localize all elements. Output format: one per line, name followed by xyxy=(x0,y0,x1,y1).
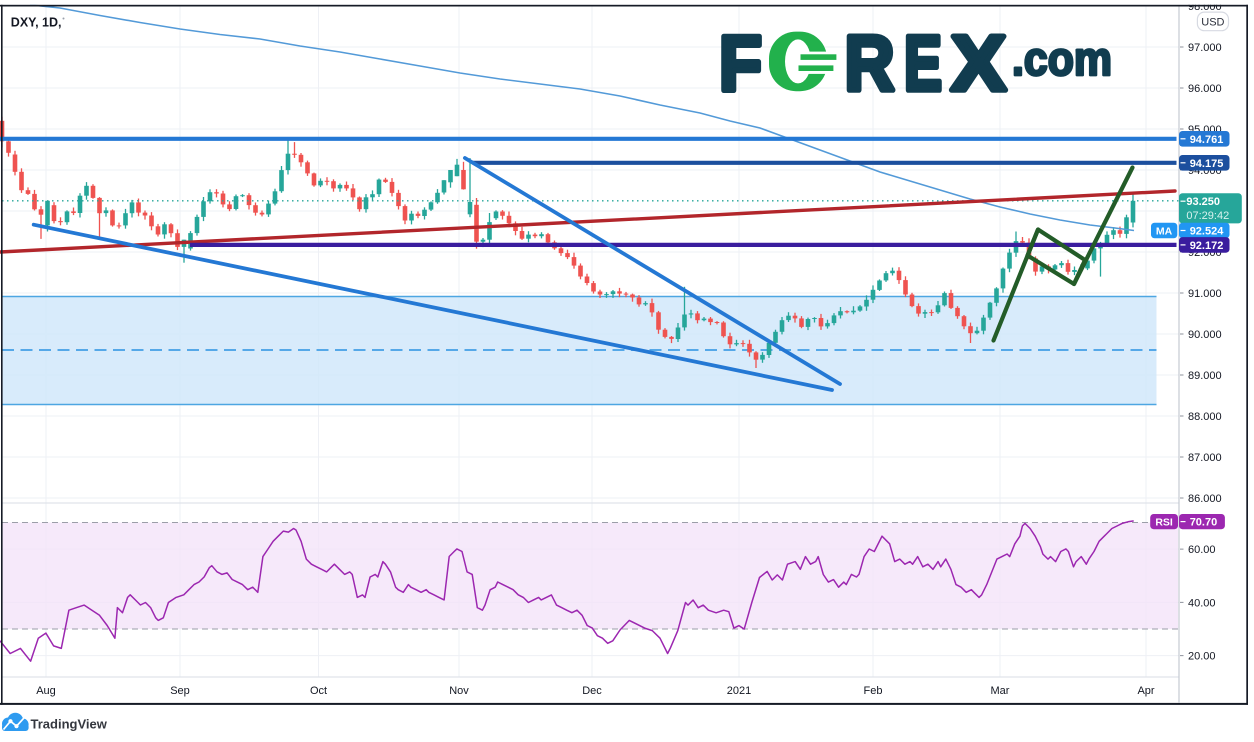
svg-text:60.00: 60.00 xyxy=(1188,544,1216,556)
svg-text:07:29:42: 07:29:42 xyxy=(1186,210,1229,222)
svg-text:USD: USD xyxy=(1201,16,1224,28)
svg-text:X: X xyxy=(951,19,1006,107)
svg-text:Aug: Aug xyxy=(36,685,56,697)
svg-text:R: R xyxy=(845,19,895,107)
svg-text:40.00: 40.00 xyxy=(1188,597,1216,609)
svg-text:DXY, 1D,: DXY, 1D, xyxy=(11,16,62,30)
svg-text:94.761: 94.761 xyxy=(1190,134,1224,146)
svg-text:20.00: 20.00 xyxy=(1188,651,1216,663)
svg-text:92.172: 92.172 xyxy=(1190,240,1224,252)
svg-text:TradingView: TradingView xyxy=(31,717,108,732)
svg-text:Feb: Feb xyxy=(864,685,883,697)
svg-text:96.000: 96.000 xyxy=(1188,83,1222,95)
svg-text:Dec: Dec xyxy=(582,685,602,697)
svg-text:91.000: 91.000 xyxy=(1188,288,1222,300)
svg-text:MA: MA xyxy=(1156,225,1173,237)
svg-text:89.000: 89.000 xyxy=(1188,370,1222,382)
svg-text:Apr: Apr xyxy=(1137,685,1154,697)
svg-text:Nov: Nov xyxy=(449,685,469,697)
svg-text:90.000: 90.000 xyxy=(1188,329,1222,341)
svg-text:F: F xyxy=(719,19,762,107)
svg-text:97.000: 97.000 xyxy=(1188,42,1222,54)
svg-text:92.524: 92.524 xyxy=(1190,226,1225,238)
svg-text:E: E xyxy=(904,19,942,107)
svg-text:2021: 2021 xyxy=(727,685,751,697)
svg-text:Mar: Mar xyxy=(991,685,1010,697)
svg-text:Sep: Sep xyxy=(170,685,190,697)
svg-text:87.000: 87.000 xyxy=(1188,452,1222,464)
svg-text:RSI: RSI xyxy=(1155,516,1173,528)
svg-text:86.000: 86.000 xyxy=(1188,493,1222,505)
svg-text:Oct: Oct xyxy=(310,685,327,697)
svg-text:.com: .com xyxy=(1012,32,1112,85)
svg-text:93.250: 93.250 xyxy=(1186,196,1220,208)
svg-text:88.000: 88.000 xyxy=(1188,411,1222,423)
svg-text:94.175: 94.175 xyxy=(1190,158,1224,170)
svg-text:70.70: 70.70 xyxy=(1190,517,1218,529)
